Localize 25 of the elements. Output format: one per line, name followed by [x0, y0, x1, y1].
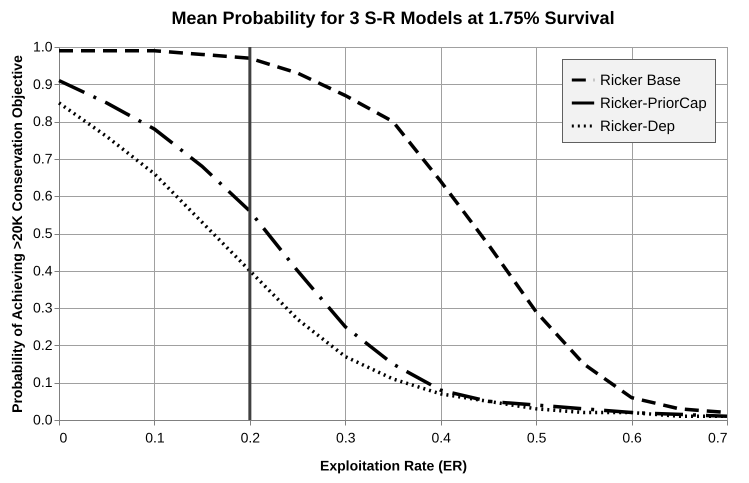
legend-label: Ricker-PriorCap: [600, 95, 707, 112]
x-tick-label: 0.5: [526, 430, 547, 446]
x-tick-label: 0.6: [622, 430, 642, 446]
y-tick-label: 0.1: [33, 374, 53, 390]
y-axis-title: Probability of Achieving >20K Conservation Objective: [9, 54, 26, 413]
y-tick-label: 0.0: [33, 412, 53, 428]
legend-label: Ricker Base: [600, 72, 681, 89]
x-tick-label: 0.1: [145, 430, 165, 446]
y-tick-label: 0.5: [33, 225, 53, 241]
y-tick-label: 0.8: [33, 113, 53, 130]
y-tick-label: 1.0: [33, 38, 53, 54]
x-tick-label: 0: [60, 430, 68, 446]
x-tick-label: 0.4: [431, 430, 452, 446]
legend-label: Ricker-Dep: [600, 118, 676, 135]
y-tick-label: 0.2: [33, 336, 53, 353]
x-axis-title: Exploitation Rate (ER): [320, 458, 468, 474]
y-tick-label: 0.6: [33, 188, 53, 204]
x-tick-label: 0.7: [708, 430, 728, 446]
x-tick-label: 0.2: [240, 430, 260, 446]
y-tick-label: 0.9: [33, 76, 53, 92]
y-tick-label: 0.7: [33, 150, 53, 166]
x-tick-label: 0.3: [336, 430, 356, 446]
chart-title: Mean Probability for 3 S-R Models at 1.75% Survival: [171, 8, 615, 28]
y-tick-label: 0.4: [33, 262, 53, 278]
y-tick-label: 0.3: [33, 300, 53, 316]
